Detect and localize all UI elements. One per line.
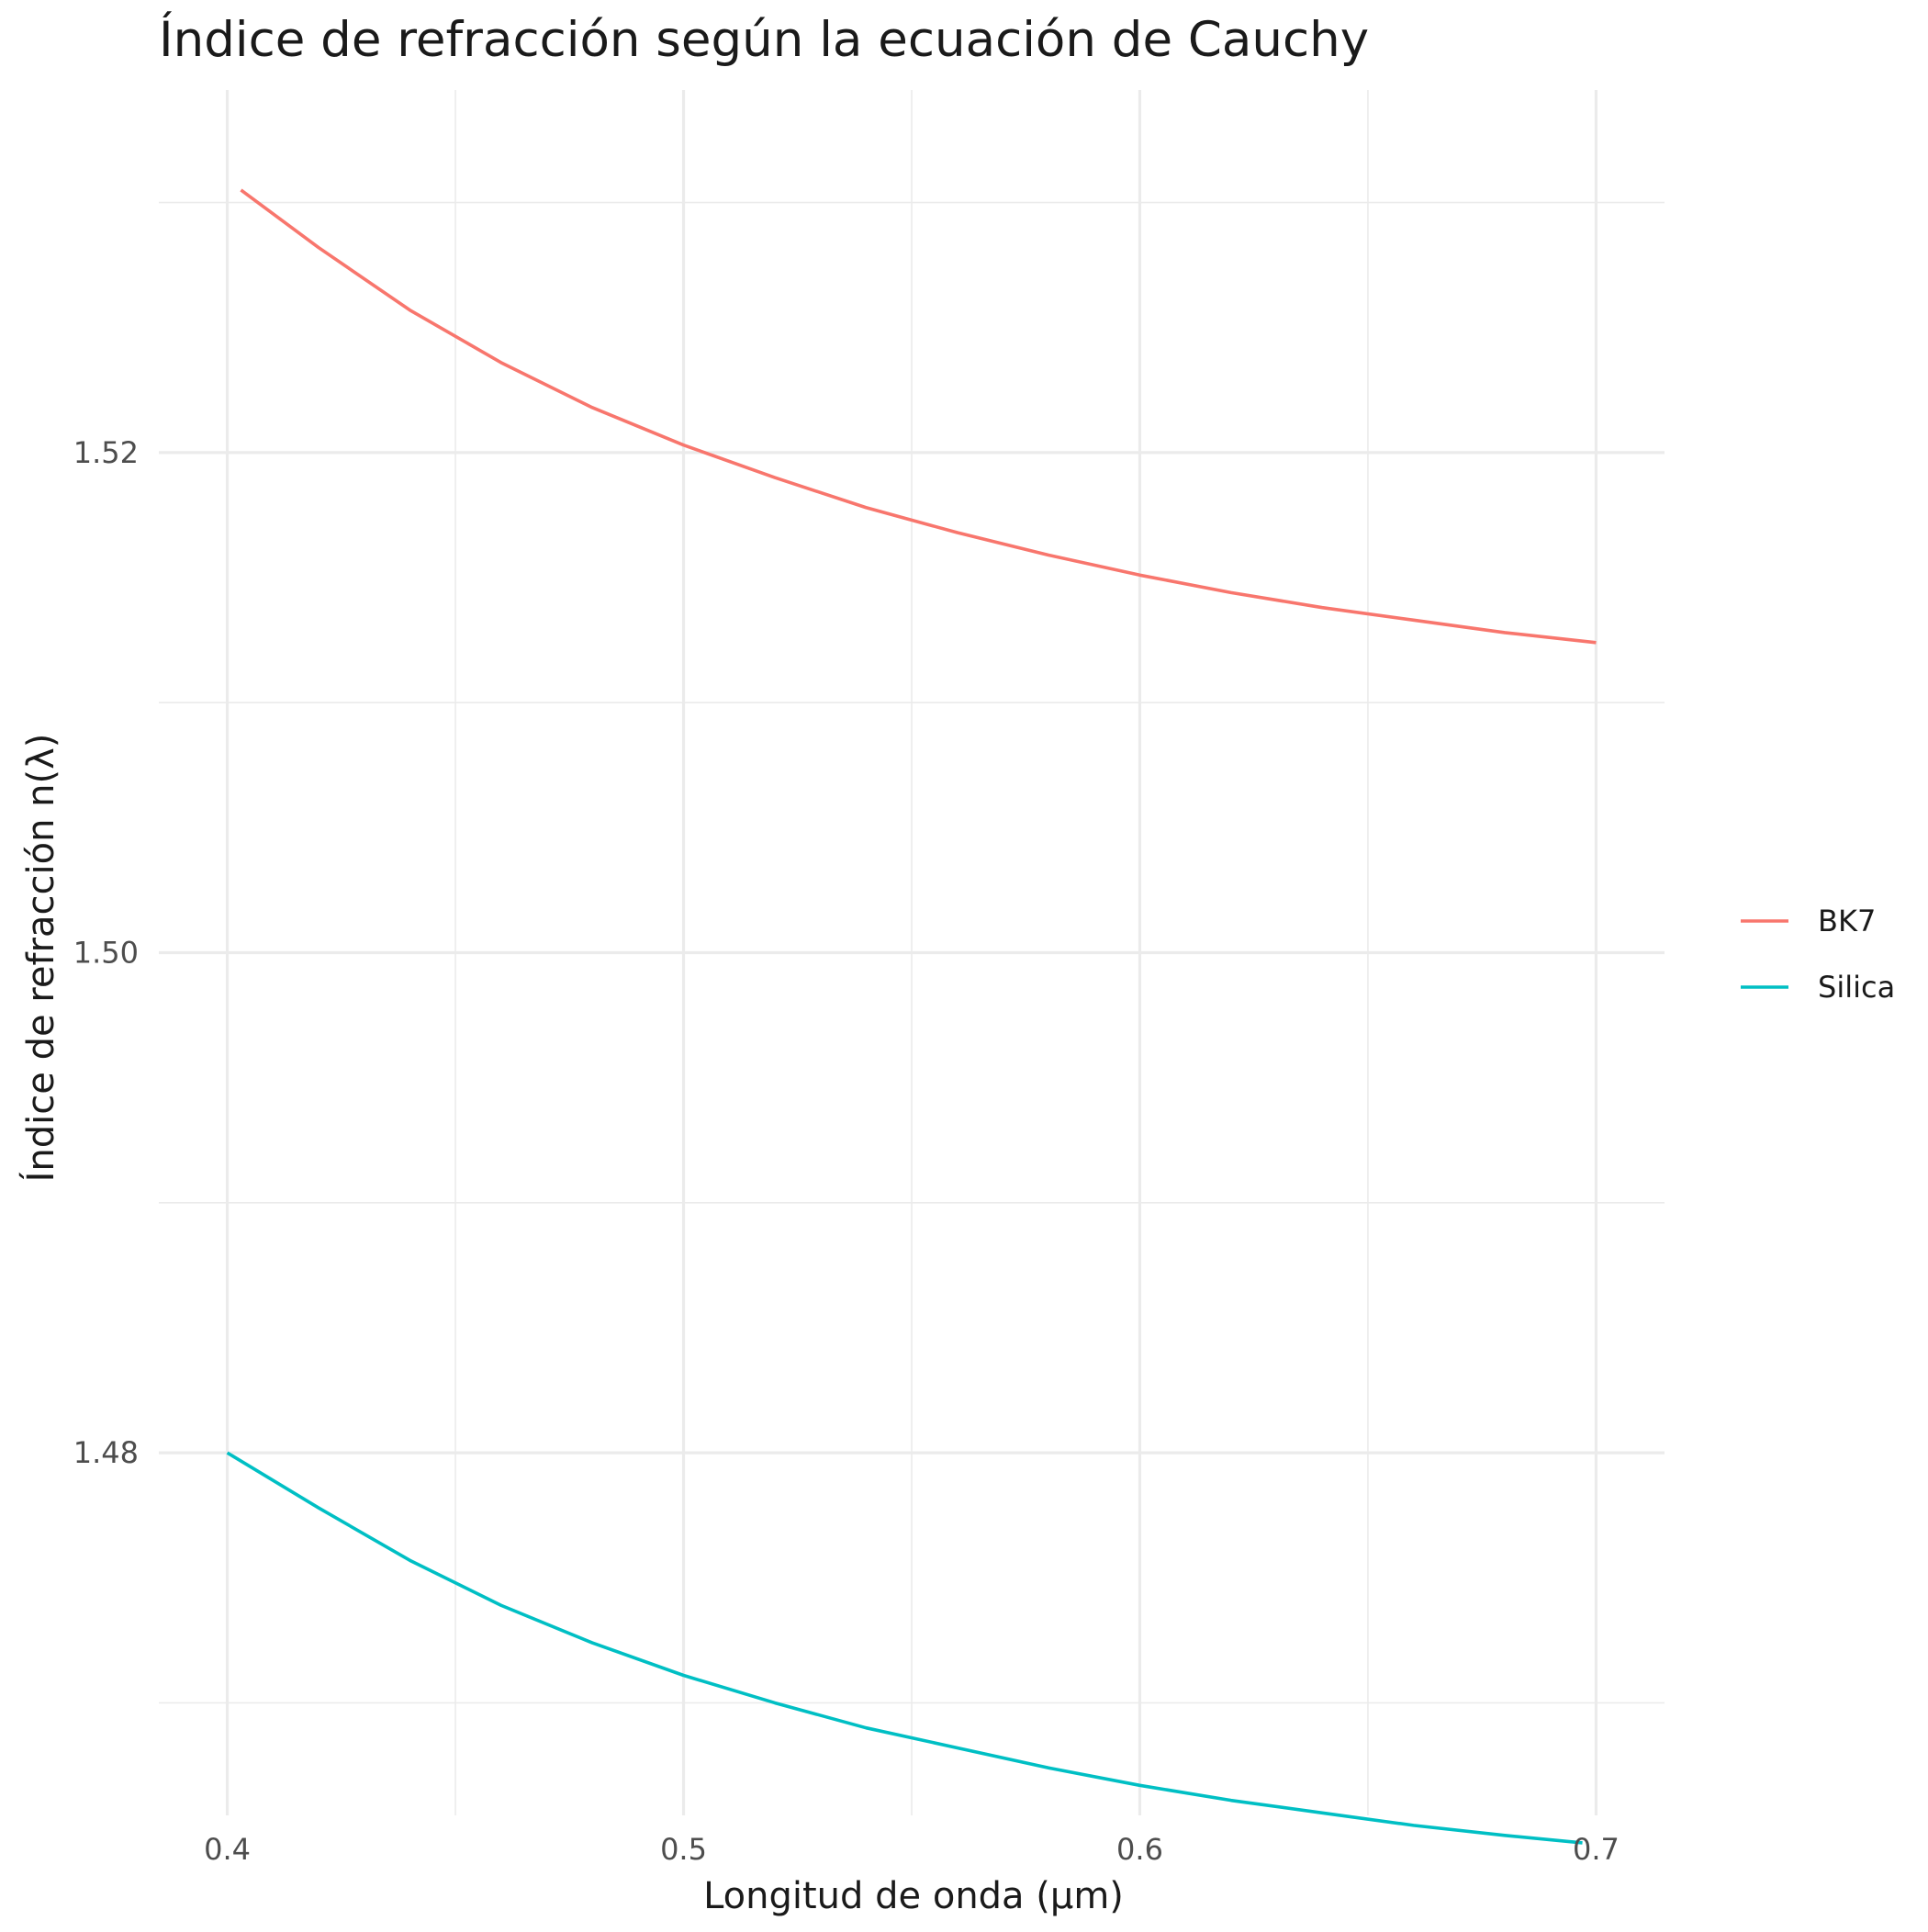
x-tick-label: 0.6 xyxy=(1116,1832,1163,1867)
series-line-silica xyxy=(226,1451,1583,1845)
y-tick-label: 1.50 xyxy=(73,936,139,971)
series-layer xyxy=(226,188,1597,1845)
x-axis-title: Longitud de onda (µm) xyxy=(703,1875,1124,1917)
y-axis-title: Índice de refracción n(λ) xyxy=(18,734,62,1183)
grid-layer xyxy=(159,90,1665,1815)
y-tick-labels: 1.48 1.50 1.52 xyxy=(73,435,139,1470)
x-tick-labels: 0.4 0.5 0.6 0.7 xyxy=(204,1832,1620,1867)
legend-label-silica: Silica xyxy=(1818,970,1895,1005)
x-tick-label: 0.5 xyxy=(660,1832,707,1867)
series-line-bk7 xyxy=(240,188,1597,645)
legend: BK7 Silica xyxy=(1741,904,1895,1005)
y-tick-label: 1.52 xyxy=(73,435,139,470)
legend-label-bk7: BK7 xyxy=(1818,904,1876,938)
x-tick-label: 0.4 xyxy=(204,1832,251,1867)
x-tick-label: 0.7 xyxy=(1573,1832,1620,1867)
y-tick-label: 1.48 xyxy=(73,1435,139,1470)
chart-title: Índice de refracción según la ecuación d… xyxy=(159,10,1369,68)
